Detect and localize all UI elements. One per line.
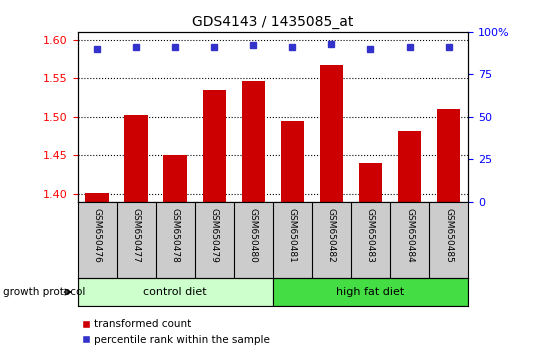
Bar (398, 131, 421, 202)
Text: GSM650478: GSM650478 (171, 208, 180, 263)
Bar (242, 80, 265, 202)
Text: GSM650482: GSM650482 (327, 208, 336, 263)
Text: GSM650481: GSM650481 (288, 208, 297, 263)
Bar (437, 109, 460, 202)
Bar (203, 90, 226, 202)
Bar (78, 278, 273, 306)
Text: GSM650483: GSM650483 (366, 208, 375, 263)
Bar (359, 163, 382, 202)
Text: GSM650476: GSM650476 (93, 208, 102, 263)
Bar (320, 65, 343, 202)
Text: high fat diet: high fat diet (337, 287, 404, 297)
Text: GSM650485: GSM650485 (444, 208, 453, 263)
Bar (86, 193, 109, 202)
Text: growth protocol: growth protocol (3, 287, 85, 297)
Legend: transformed count, percentile rank within the sample: transformed count, percentile rank withi… (78, 315, 274, 349)
Bar (164, 155, 187, 202)
Text: GSM650480: GSM650480 (249, 208, 258, 263)
Bar (273, 278, 468, 306)
Title: GDS4143 / 1435085_at: GDS4143 / 1435085_at (192, 16, 354, 29)
Bar (125, 115, 148, 202)
Text: GSM650479: GSM650479 (210, 208, 219, 263)
Bar (281, 121, 304, 202)
Text: GSM650477: GSM650477 (132, 208, 141, 263)
Text: GSM650484: GSM650484 (405, 208, 414, 263)
Text: control diet: control diet (143, 287, 207, 297)
